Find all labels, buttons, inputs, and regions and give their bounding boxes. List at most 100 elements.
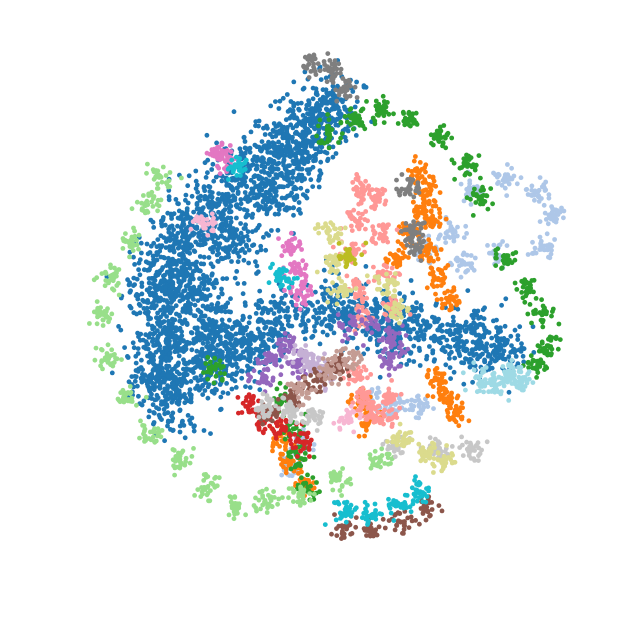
point-cloud-dot bbox=[272, 327, 277, 332]
point-cloud-dot bbox=[166, 255, 171, 261]
point-cloud-dot bbox=[527, 302, 533, 307]
point-cloud-dot bbox=[155, 298, 161, 304]
point-cloud-dot bbox=[260, 306, 266, 312]
point-cloud-dot bbox=[459, 414, 465, 420]
point-cloud-dot bbox=[305, 472, 310, 478]
point-cloud-dot bbox=[481, 334, 487, 340]
point-cloud-dot bbox=[445, 322, 450, 327]
point-cloud-dot bbox=[219, 376, 225, 382]
point-cloud-dot bbox=[155, 186, 161, 191]
point-cloud-dot bbox=[222, 323, 228, 328]
point-cloud-dot bbox=[350, 89, 356, 94]
point-cloud-dot bbox=[448, 416, 454, 421]
point-cloud-dot bbox=[155, 310, 161, 316]
point-cloud-dot bbox=[522, 299, 528, 305]
point-cloud-dot bbox=[135, 383, 140, 389]
point-cloud-dot bbox=[151, 420, 157, 425]
point-cloud-dot bbox=[153, 342, 158, 348]
point-cloud-dot bbox=[183, 346, 189, 352]
point-cloud-dot bbox=[188, 421, 194, 426]
point-cloud-dot bbox=[458, 274, 464, 280]
point-cloud-dot bbox=[429, 335, 434, 341]
point-cloud-dot bbox=[161, 319, 167, 324]
point-cloud-dot bbox=[459, 261, 465, 266]
point-cloud-dot bbox=[227, 209, 232, 215]
point-cloud-dot bbox=[469, 347, 475, 353]
point-cloud-dot bbox=[227, 317, 232, 323]
point-cloud-dot bbox=[246, 357, 252, 363]
point-cloud-dot bbox=[141, 398, 147, 404]
point-cloud-dot bbox=[317, 305, 322, 311]
point-cloud-dot bbox=[93, 345, 99, 351]
point-cloud-dot bbox=[167, 310, 173, 316]
point-cloud-dot bbox=[281, 157, 287, 163]
point-cloud-dot bbox=[99, 347, 104, 352]
point-cloud-dot bbox=[160, 311, 166, 317]
point-cloud-dot bbox=[401, 111, 406, 116]
point-cloud-dot bbox=[321, 267, 327, 273]
point-cloud-dot bbox=[145, 322, 151, 327]
point-cloud-dot bbox=[430, 394, 436, 400]
point-cloud-dot bbox=[491, 242, 497, 248]
point-cloud-dot bbox=[261, 234, 266, 240]
point-cloud-dot bbox=[176, 339, 182, 345]
point-cloud-dot bbox=[294, 195, 300, 200]
point-cloud-dot bbox=[257, 147, 263, 153]
point-cloud-dot bbox=[198, 358, 204, 363]
point-cloud-dot bbox=[244, 244, 250, 249]
point-cloud-dot bbox=[279, 322, 285, 328]
point-cloud-dot bbox=[252, 142, 258, 148]
point-cloud-dot bbox=[493, 263, 499, 268]
point-cloud-dot bbox=[246, 237, 252, 243]
point-cloud-dot bbox=[539, 297, 544, 303]
point-cloud-dot bbox=[478, 314, 484, 320]
point-cloud-dot bbox=[283, 117, 289, 123]
point-cloud-dot bbox=[182, 317, 188, 323]
point-cloud-dot bbox=[461, 342, 467, 348]
point-cloud-dot bbox=[287, 461, 293, 467]
point-cloud-dot bbox=[176, 208, 182, 214]
point-cloud-dot bbox=[532, 188, 538, 194]
point-cloud-dot bbox=[421, 211, 427, 217]
point-cloud-dot bbox=[346, 304, 351, 309]
point-cloud-dot bbox=[167, 330, 172, 336]
point-cloud-dot bbox=[429, 218, 435, 224]
point-cloud-dot bbox=[455, 347, 460, 353]
point-cloud-dot bbox=[201, 428, 207, 433]
point-cloud-dot bbox=[161, 297, 167, 303]
point-cloud-dot bbox=[144, 342, 150, 347]
point-cloud-dot bbox=[314, 310, 319, 316]
point-cloud-dot bbox=[298, 185, 304, 191]
point-cloud-dot bbox=[356, 433, 362, 439]
point-cloud-dot bbox=[94, 299, 100, 304]
point-cloud-dot bbox=[192, 375, 198, 381]
point-cloud-dot bbox=[202, 388, 208, 393]
point-cloud-dot bbox=[310, 184, 316, 190]
point-cloud-dot bbox=[246, 320, 252, 326]
point-cloud-dot bbox=[229, 333, 235, 339]
point-cloud-dot bbox=[219, 286, 224, 292]
point-cloud-dot bbox=[230, 193, 236, 199]
point-cloud-dot bbox=[119, 357, 124, 362]
point-cloud-dot bbox=[215, 196, 221, 202]
point-cloud-dot bbox=[549, 209, 555, 215]
point-cloud-dot bbox=[264, 180, 270, 186]
point-cloud-dot bbox=[244, 324, 250, 330]
point-cloud-dot bbox=[180, 418, 185, 424]
point-cloud-dot bbox=[149, 199, 155, 205]
point-cloud-dot bbox=[304, 106, 309, 112]
point-cloud-dot bbox=[218, 394, 224, 400]
point-cloud-dot bbox=[98, 305, 103, 310]
point-cloud-dot bbox=[242, 150, 248, 156]
point-cloud-dot bbox=[284, 128, 290, 134]
point-cloud-dot bbox=[455, 407, 461, 412]
point-cloud-dot bbox=[320, 87, 326, 93]
point-cloud-dot bbox=[149, 339, 155, 344]
point-cloud-dot bbox=[530, 357, 536, 363]
point-cloud-dot bbox=[262, 193, 268, 199]
point-cloud-dot bbox=[498, 325, 503, 331]
point-cloud-dot bbox=[436, 371, 442, 376]
point-cloud-dot bbox=[271, 145, 277, 151]
point-cloud-dot bbox=[333, 122, 339, 128]
point-cloud-dot bbox=[149, 374, 154, 380]
